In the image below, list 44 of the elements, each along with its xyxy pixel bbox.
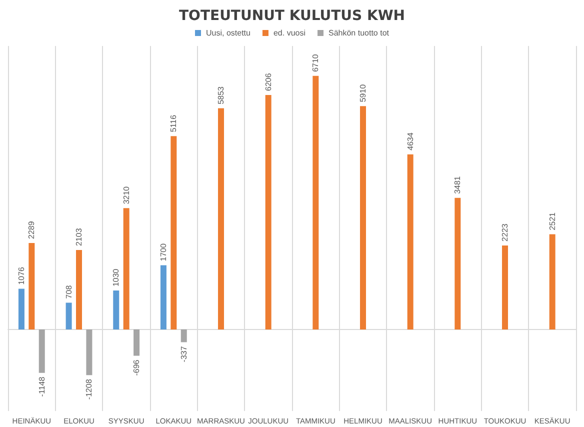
data-label: 5116 [169, 114, 178, 132]
legend-label: ed. vuosi [273, 28, 306, 38]
data-label: 3210 [122, 186, 131, 204]
bar [312, 76, 319, 330]
legend-label: Uusi, ostettu [206, 28, 250, 38]
bar [407, 154, 414, 330]
bar [170, 136, 177, 330]
bar [123, 208, 130, 330]
bar [76, 250, 82, 330]
bar [28, 242, 35, 330]
bar [134, 329, 140, 356]
data-label: 1076 [16, 266, 26, 285]
data-label: 6710 [311, 54, 320, 72]
data-label: 2521 [548, 212, 557, 230]
data-label: 1700 [158, 242, 168, 262]
data-label: 3481 [453, 176, 462, 194]
data-label: 5910 [358, 84, 368, 102]
data-label: 2103 [74, 228, 84, 246]
bar [265, 94, 272, 330]
bar [160, 265, 166, 330]
data-label: 708 [64, 284, 74, 299]
data-label: 2289 [27, 220, 36, 239]
data-label: 2223 [500, 223, 510, 242]
bar [86, 329, 92, 376]
bar [360, 106, 366, 330]
bar [218, 108, 224, 330]
chart-title: TOTEUTUNUT KULUTUS KWH [178, 8, 406, 24]
data-label: -696 [132, 359, 142, 376]
bar [454, 198, 461, 330]
data-label: 1030 [112, 268, 121, 287]
data-label: -1208 [84, 378, 94, 400]
data-label: 5853 [216, 86, 226, 104]
bar [113, 290, 120, 330]
data-label: -1148 [37, 376, 46, 397]
bar [180, 329, 187, 342]
bar [18, 288, 24, 330]
bar [38, 329, 45, 373]
bar [502, 245, 508, 330]
data-label: -337 [179, 346, 188, 362]
bar [66, 302, 72, 330]
legend-label: Sähkön tuotto tot [328, 28, 390, 38]
bar [549, 234, 556, 330]
data-label: 4634 [406, 132, 415, 150]
data-label: 6206 [264, 72, 273, 91]
